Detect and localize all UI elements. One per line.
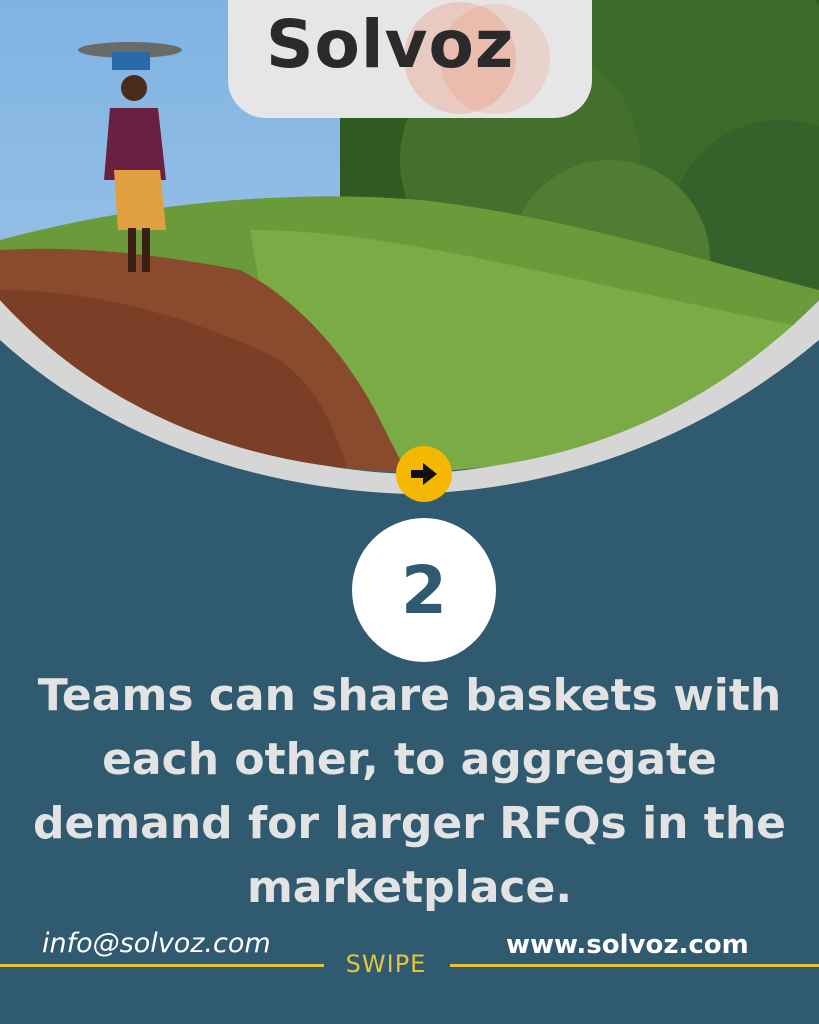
logo-accent-circle-2 — [440, 4, 550, 114]
divider-right — [450, 964, 819, 967]
headline-text: Teams can share baskets with each other,… — [32, 670, 786, 913]
contact-email[interactable]: info@solvoz.com — [42, 928, 271, 959]
woman-figure — [78, 42, 182, 272]
arrow-right-icon — [411, 463, 437, 485]
hero-photo — [0, 0, 819, 494]
step-number: 2 — [401, 551, 447, 629]
divider-left — [0, 964, 324, 967]
next-button[interactable] — [396, 446, 452, 502]
brand-logo: Solvoz — [266, 6, 515, 83]
step-number-badge: 2 — [352, 518, 496, 662]
website-link[interactable]: www.solvoz.com — [506, 930, 749, 960]
logo-accent-circle — [404, 2, 516, 114]
logo-banner — [228, 0, 592, 118]
swipe-label: SWIPE — [345, 950, 427, 978]
